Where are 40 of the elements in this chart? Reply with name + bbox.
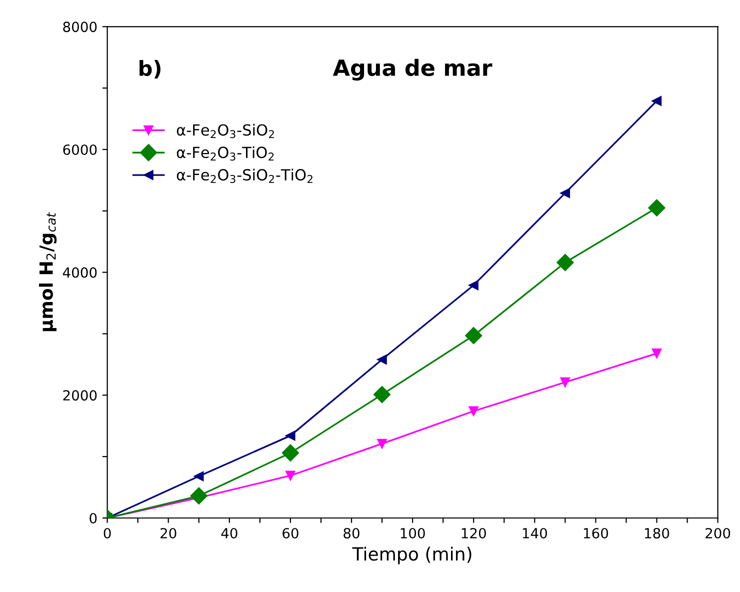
x-tick-label: 20: [160, 528, 176, 538]
x-tick-label: 0: [104, 528, 111, 538]
x-tick-label: 40: [221, 528, 238, 538]
point: [468, 280, 478, 290]
point: [560, 188, 570, 198]
point: [652, 96, 662, 106]
y-axis-title: μmol H$_{2}$/g$_{cat}$: [38, 212, 57, 332]
x-tick-label: 140: [522, 528, 547, 538]
x-tick-label: 80: [344, 528, 360, 538]
text: Agua de mar: [332, 58, 492, 81]
point: [194, 471, 204, 482]
point: [377, 438, 387, 449]
point: [377, 354, 387, 364]
x-axis-title: Tiempo (min): [352, 546, 472, 564]
point: [648, 199, 666, 216]
point: [652, 348, 662, 358]
legend-label: α-Fe$_{2}$O$_{3}$-SiO$_{2}$-TiO$_{2}$: [176, 168, 312, 184]
point: [465, 327, 482, 344]
x-tick-label: 100: [400, 528, 425, 538]
point: [468, 406, 478, 416]
y-tick-label: 2000: [63, 390, 97, 401]
y-tick-label: 0: [90, 512, 97, 524]
x-tick-label: 160: [584, 528, 608, 538]
x-tick-label: 200: [706, 528, 730, 538]
x-tick-label: 60: [282, 528, 298, 538]
y-tick-label: 6000: [63, 144, 97, 155]
annotation: b): [140, 60, 160, 79]
point: [560, 377, 570, 388]
point: [373, 386, 391, 404]
legend-label: α-Fe$_{2}$O$_{3}$-SiO$_{2}$: [176, 124, 274, 138]
point: [190, 487, 208, 504]
y-tick-label: 8000: [63, 22, 97, 32]
point: [286, 430, 296, 441]
point: [556, 254, 574, 272]
point: [282, 444, 299, 462]
legend-label: α-Fe$_{2}$O$_{3}$-TiO$_{2}$: [176, 146, 274, 161]
x-tick-label: 120: [462, 528, 486, 538]
x-tick-label: 180: [645, 528, 670, 538]
y-tick-label: 4000: [62, 267, 97, 278]
point: [286, 470, 296, 480]
